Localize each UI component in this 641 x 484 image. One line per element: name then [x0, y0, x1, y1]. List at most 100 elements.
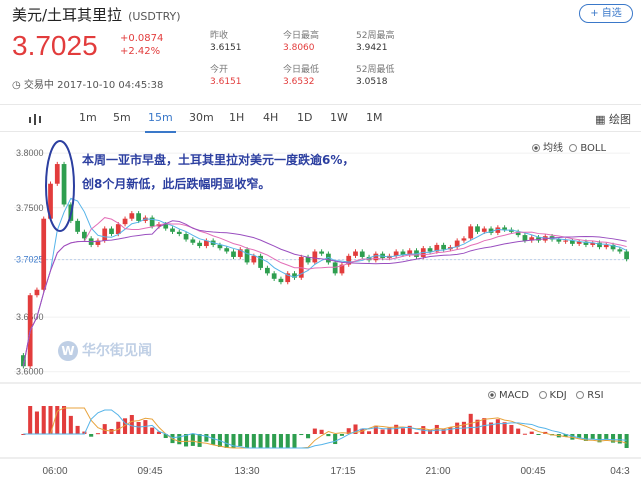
macd-label: MACD: [499, 390, 529, 401]
x-tick-label: 04:3: [610, 466, 630, 477]
macd-bar: [238, 434, 243, 447]
candle-body: [515, 231, 521, 236]
tab-15m[interactable]: 15m: [145, 111, 176, 133]
candle-body: [576, 241, 582, 244]
macd-bar: [380, 429, 385, 434]
change-percent: +2.42%: [120, 46, 161, 57]
draw-tool[interactable]: ▦ 绘图: [595, 111, 631, 127]
candle-body: [590, 242, 596, 245]
candle-body: [359, 251, 365, 257]
candle-body: [34, 289, 40, 296]
macd-bar: [163, 434, 168, 439]
candle-body: [427, 248, 433, 252]
macd-bar: [583, 434, 588, 441]
stat-prev-close: 昨收 3.6151: [210, 30, 242, 54]
macd-bar: [62, 406, 67, 434]
candle-body: [556, 239, 562, 242]
macd-bar: [624, 434, 629, 448]
macd-bar: [150, 427, 155, 434]
tab-1mo[interactable]: 1M: [366, 111, 383, 124]
tab-4h[interactable]: 4H: [263, 111, 279, 124]
macd-bar: [116, 421, 121, 434]
macd-bar: [326, 434, 331, 437]
ma-toggle[interactable]: 均线: [532, 143, 563, 154]
candle-body: [502, 227, 507, 230]
macd-bar: [346, 428, 351, 434]
candle-body: [536, 237, 541, 241]
macd-bar: [522, 433, 527, 435]
macd-bar: [245, 434, 250, 448]
candle-body: [597, 242, 602, 248]
rsi-toggle[interactable]: RSI: [576, 390, 604, 401]
macd-bar: [387, 427, 392, 434]
tab-1m[interactable]: 1m: [79, 111, 97, 124]
candle-body: [61, 164, 67, 205]
candle-body: [190, 239, 196, 243]
tab-1w[interactable]: 1W: [330, 111, 348, 124]
candle-body: [170, 228, 175, 232]
stat-today-low: 今日最低 3.6532: [283, 64, 319, 88]
stat-value: 3.6532: [283, 77, 315, 87]
candle-body: [129, 213, 135, 219]
macd-bar: [278, 434, 283, 448]
title-text: 美元/土耳其里拉: [12, 6, 123, 24]
tab-5m[interactable]: 5m: [113, 111, 131, 124]
candle-body: [488, 228, 494, 233]
candle-body: [407, 250, 413, 255]
candle-body: [237, 249, 243, 257]
stat-label: 52周最低: [356, 65, 395, 75]
macd-bar: [434, 424, 439, 434]
stat-value: 3.6151: [210, 77, 242, 87]
macd-bar: [617, 434, 622, 444]
macd-bar: [414, 432, 419, 434]
stat-52w-high: 52周最高 3.9421: [356, 30, 394, 54]
draw-icon: ▦: [595, 113, 606, 126]
candle-body: [258, 255, 263, 268]
candle-body: [624, 251, 629, 260]
candle-body: [522, 235, 528, 241]
watermark: W 华尔街见闻: [58, 340, 152, 361]
symbol-text: (USDTRY): [128, 10, 181, 23]
macd-bar: [177, 434, 182, 445]
macd-bar: [319, 429, 324, 434]
macd-bar: [197, 434, 202, 447]
candle-body: [163, 224, 169, 229]
candle-body: [278, 278, 284, 283]
moving-average-line: [22, 217, 627, 367]
macd-bar: [306, 434, 311, 439]
macd-bar: [353, 424, 358, 434]
macd-toggle[interactable]: MACD: [488, 390, 529, 401]
macd-bar: [224, 434, 229, 448]
macd-bar: [394, 424, 399, 434]
macd-bar: [75, 425, 80, 434]
candlestick-icon[interactable]: [28, 114, 42, 125]
macd-bar: [89, 434, 94, 437]
tab-1h[interactable]: 1H: [229, 111, 245, 124]
candle-body: [332, 262, 338, 274]
radio-icon: [488, 391, 496, 399]
timeframe-tabs: 1m 5m 15m 30m 1H 4H 1D 1W 1M ▦ 绘图: [0, 104, 641, 133]
macd-bar: [156, 431, 161, 434]
candle-body: [563, 240, 568, 242]
kdj-toggle[interactable]: KDJ: [538, 390, 567, 401]
macd-bar: [400, 428, 405, 434]
tab-1d[interactable]: 1D: [297, 111, 313, 124]
macd-bar: [536, 434, 541, 435]
macd-bar: [563, 434, 568, 437]
stat-label: 今日最低: [283, 65, 320, 75]
tab-30m[interactable]: 30m: [189, 111, 214, 124]
kdj-label: KDJ: [549, 390, 567, 401]
stat-value: 3.6151: [210, 43, 242, 53]
candle-body: [41, 218, 47, 290]
candle-body: [95, 240, 101, 245]
macd-bar: [339, 434, 344, 436]
stat-value: 3.8060: [283, 43, 315, 53]
add-watchlist-button[interactable]: + 自选: [579, 4, 633, 23]
boll-toggle[interactable]: BOLL: [569, 143, 606, 154]
candle-body: [481, 228, 487, 232]
annotation-line-1: 本周一亚市早盘，土耳其里拉对美元一度跌逾6%，: [82, 153, 355, 167]
x-tick-label: 00:45: [520, 466, 545, 477]
candle-body: [617, 249, 623, 252]
y-tick-label: 3.8000: [16, 148, 44, 158]
